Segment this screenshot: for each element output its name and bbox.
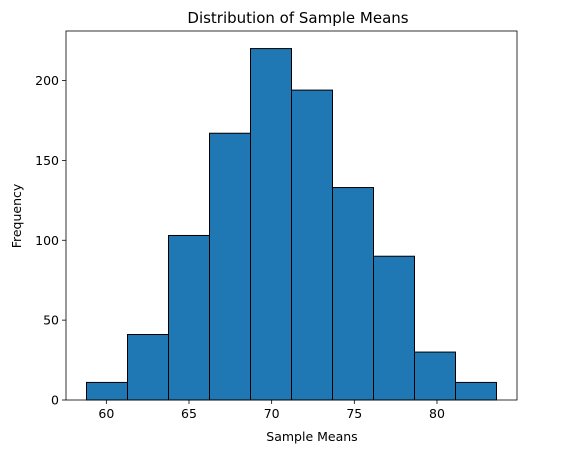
y-axis-label: Frequency — [9, 183, 24, 248]
x-tick-label: 60 — [98, 406, 114, 421]
histogram-bar — [168, 234, 210, 401]
y-axis-ticks: 0 50 100 150 200 — [35, 73, 66, 408]
histogram-bar — [209, 132, 251, 401]
y-tick-label: 50 — [43, 313, 59, 328]
histogram-bar — [86, 381, 128, 401]
y-tick-label: 200 — [35, 73, 59, 88]
histogram-bar — [455, 381, 497, 401]
x-tick-label: 65 — [181, 406, 197, 421]
x-axis-label: Sample Means — [266, 429, 357, 444]
x-tick-label: 70 — [264, 406, 280, 421]
x-axis-ticks: 60 65 70 75 80 — [98, 400, 445, 421]
bars-group — [86, 48, 497, 401]
histogram-bar — [373, 255, 415, 401]
chart-title: Distribution of Sample Means — [187, 9, 408, 27]
plot-frame — [65, 30, 518, 401]
y-tick-label: 0 — [51, 393, 59, 408]
histogram-bar — [250, 48, 292, 401]
histogram-bar — [332, 187, 374, 401]
histogram-bar — [291, 89, 333, 401]
x-tick-label: 80 — [429, 406, 445, 421]
histogram-bar — [127, 334, 169, 401]
x-tick-label: 75 — [346, 406, 362, 421]
histogram-bar — [414, 351, 456, 401]
y-tick-label: 100 — [35, 233, 59, 248]
y-tick-label: 150 — [35, 153, 59, 168]
